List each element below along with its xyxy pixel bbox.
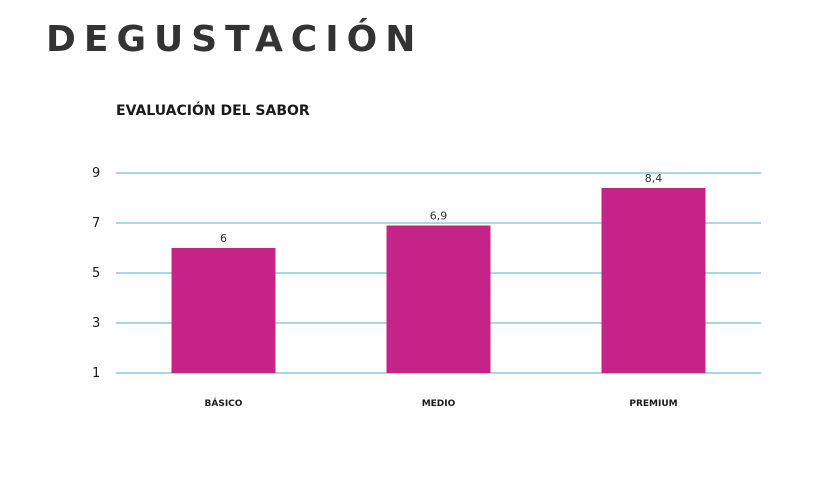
- x-category-label: BÁSICO: [205, 397, 243, 409]
- y-tick-label: 5: [92, 266, 100, 281]
- bar: [601, 188, 706, 373]
- chart-title: EVALUACIÓN DEL SABOR: [116, 103, 310, 119]
- y-tick-label: 7: [92, 216, 100, 231]
- bar: [171, 248, 276, 373]
- data-label: 6: [220, 232, 227, 245]
- y-tick-label: 1: [92, 366, 100, 381]
- bar: [386, 225, 491, 373]
- page-title: DEGUSTACIÓN: [46, 19, 424, 60]
- bars: [171, 188, 706, 373]
- data-label: 8,4: [645, 172, 663, 185]
- y-tick-label: 3: [92, 316, 100, 331]
- data-label: 6,9: [430, 210, 448, 223]
- data-labels: 6 6,9 8,4: [220, 172, 662, 245]
- x-category-label: PREMIUM: [629, 399, 677, 409]
- x-axis-labels: BÁSICO MEDIO PREMIUM: [205, 397, 678, 409]
- x-category-label: MEDIO: [422, 399, 456, 409]
- y-axis-ticks: 1 3 5 7 9: [92, 166, 100, 381]
- y-tick-label: 9: [92, 166, 100, 181]
